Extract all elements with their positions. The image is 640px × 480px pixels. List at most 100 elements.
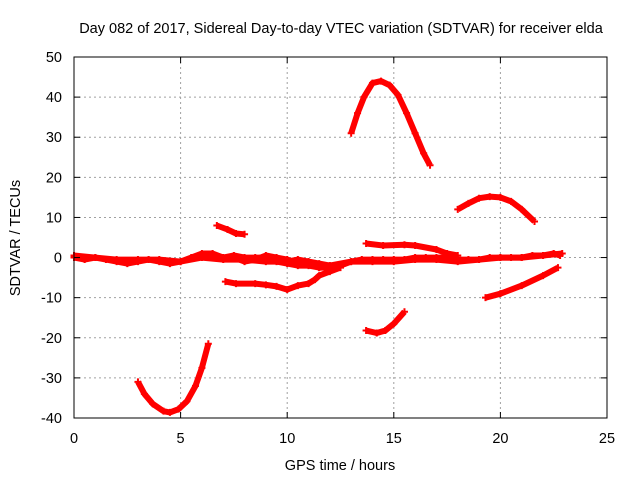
- y-tick-label: 20: [46, 170, 62, 186]
- data-point: [166, 408, 174, 416]
- data-point: [420, 149, 428, 157]
- data-point: [496, 290, 504, 298]
- data-point: [377, 77, 385, 85]
- data-point: [134, 256, 142, 264]
- data-point: [232, 280, 240, 288]
- data-point: [224, 225, 232, 233]
- data-point: [496, 254, 504, 262]
- y-tick-label: -30: [41, 371, 62, 387]
- points-arc-upper-4: [362, 240, 462, 260]
- data-point: [326, 268, 334, 276]
- points-arc-lower-1: [221, 264, 344, 294]
- x-tick-label: 20: [492, 431, 508, 447]
- data-point: [198, 254, 206, 262]
- points-arc-lower-3: [134, 340, 212, 416]
- data-point: [149, 400, 157, 408]
- data-point: [113, 256, 121, 264]
- data-point: [381, 327, 389, 335]
- data-point: [531, 217, 539, 225]
- data-point: [394, 91, 402, 99]
- data-point: [539, 252, 547, 260]
- chart-title: Day 082 of 2017, Sidereal Day-to-day VTE…: [79, 21, 604, 37]
- data-point: [283, 286, 291, 294]
- x-axis-label: GPS time / hours: [285, 458, 395, 474]
- data-point: [475, 256, 483, 264]
- data-point: [373, 329, 381, 337]
- data-point: [454, 205, 462, 213]
- data-point: [432, 256, 440, 264]
- x-tick-label: 5: [177, 431, 185, 447]
- data-point: [213, 221, 221, 229]
- plot-frame: [73, 56, 608, 419]
- data-point: [311, 276, 319, 284]
- data-point: [140, 390, 148, 398]
- data-point: [134, 378, 142, 386]
- data-point: [518, 205, 526, 213]
- data-point: [362, 327, 370, 335]
- data-point: [326, 262, 334, 270]
- data-point: [294, 282, 302, 290]
- y-tick-label: 40: [46, 90, 62, 106]
- data-series: [70, 77, 566, 416]
- y-axis-ticks: -40 -30 -20 -10 0 10 20 30 40 50: [41, 50, 607, 427]
- data-point: [554, 264, 562, 272]
- data-point: [262, 252, 270, 260]
- data-point: [251, 280, 259, 288]
- data-point: [411, 129, 419, 137]
- data-point: [400, 241, 408, 249]
- data-point: [426, 161, 434, 169]
- y-tick-label: -40: [41, 411, 62, 427]
- series-arc-baseline-3: [232, 252, 331, 271]
- data-point: [379, 242, 387, 250]
- series-arc-lower-1: [224, 264, 342, 293]
- data-point: [507, 197, 515, 205]
- data-point: [411, 242, 419, 250]
- y-tick-label: -10: [41, 291, 62, 307]
- data-point: [390, 320, 398, 328]
- y-axis-label: SDTVAR / TECUs: [8, 180, 24, 296]
- data-point: [400, 308, 408, 316]
- x-tick-label: 0: [70, 431, 78, 447]
- data-point: [219, 256, 227, 264]
- data-point: [198, 364, 206, 372]
- points-arc-lower-2: [362, 308, 408, 337]
- points-arc-upper-3: [213, 221, 249, 238]
- data-point: [337, 264, 344, 272]
- data-point: [251, 256, 259, 264]
- data-point: [362, 240, 370, 248]
- y-tick-label: 30: [46, 130, 62, 146]
- data-point: [464, 199, 472, 207]
- data-point: [221, 278, 229, 286]
- data-point: [347, 258, 355, 266]
- data-point: [160, 407, 168, 415]
- data-point: [411, 256, 419, 264]
- data-point: [262, 281, 270, 289]
- x-tick-label: 10: [279, 431, 295, 447]
- data-point: [294, 260, 302, 268]
- data-point: [454, 252, 462, 260]
- data-point: [315, 264, 323, 272]
- data-point: [347, 129, 355, 137]
- data-point: [315, 272, 323, 280]
- x-axis-ticks: 0 5 10 15 20 25: [70, 57, 615, 447]
- data-point: [192, 382, 200, 390]
- data-point: [481, 294, 489, 302]
- data-point: [496, 193, 504, 201]
- data-point: [486, 193, 494, 201]
- data-point: [443, 250, 451, 258]
- data-point: [155, 256, 163, 264]
- data-point: [518, 282, 526, 290]
- data-point: [91, 254, 99, 262]
- data-point: [390, 258, 398, 266]
- data-point: [558, 250, 566, 258]
- x-tick-label: 25: [599, 431, 615, 447]
- data-point: [283, 256, 291, 264]
- points-arc-baseline-3: [230, 252, 334, 272]
- data-point: [360, 93, 368, 101]
- y-tick-label: 0: [54, 251, 62, 267]
- data-point: [432, 246, 440, 254]
- data-point: [305, 280, 313, 288]
- data-point: [354, 109, 362, 117]
- data-point: [475, 194, 483, 202]
